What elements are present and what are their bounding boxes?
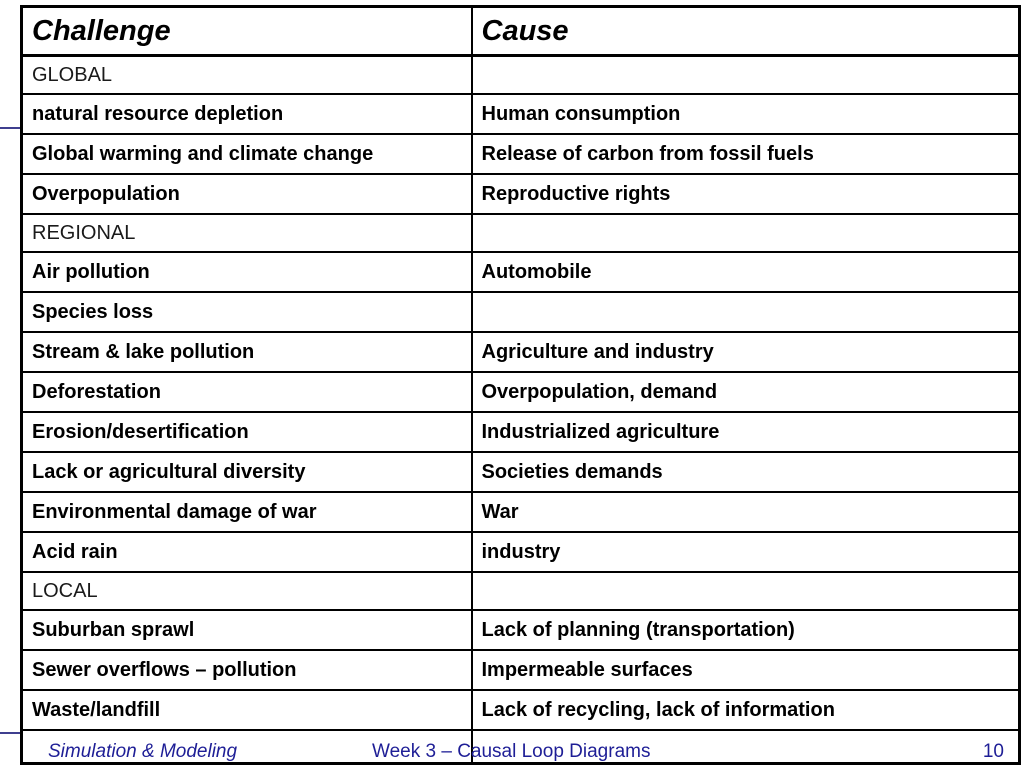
table-row: Air pollution Automobile [20,251,1021,293]
challenge-cell: Global warming and climate change [20,133,473,175]
challenge-cell: LOCAL [20,571,473,611]
cause-cell: Societies demands [470,451,1021,493]
table-row: Species loss [20,291,1021,333]
cause-cell: War [470,491,1021,533]
slide-footer: Simulation & Modeling Week 3 – Causal Lo… [0,739,1024,768]
table-row: Waste/landfill Lack of recycling, lack o… [20,689,1021,731]
cause-cell: Overpopulation, demand [470,371,1021,413]
cause-cell [470,291,1021,333]
cause-cell: Reproductive rights [470,173,1021,215]
cause-cell [470,213,1021,253]
table-row: natural resource depletion Human consump… [20,93,1021,135]
footer-course-title: Simulation & Modeling [48,741,238,762]
table-row: Stream & lake pollution Agriculture and … [20,331,1021,373]
table-row: Sewer overflows – pollution Impermeable … [20,649,1021,691]
table-row: Suburban sprawl Lack of planning (transp… [20,609,1021,651]
challenge-cell: Deforestation [20,371,473,413]
challenge-cell: Sewer overflows – pollution [20,649,473,691]
challenge-cell: Species loss [20,291,473,333]
column-header-cause: Cause [470,5,1021,57]
table-header-row: Challenge Cause [20,5,1021,57]
cause-cell: Release of carbon from fossil fuels [470,133,1021,175]
cause-cell [470,54,1021,95]
table-row: Erosion/desertification Industrialized a… [20,411,1021,453]
cause-cell: Lack of planning (transportation) [470,609,1021,651]
template-accent-line-bottom [0,732,22,734]
challenge-cell: natural resource depletion [20,93,473,135]
cause-cell [470,729,1021,765]
challenge-cell: Overpopulation [20,173,473,215]
challenge-cell: Air pollution [20,251,473,293]
table-row: Global warming and climate change Releas… [20,133,1021,175]
challenge-cell: Acid rain [20,531,473,573]
challenge-cause-table: Challenge Cause GLOBAL natural resource … [20,5,1021,765]
table-row-section-local: LOCAL [20,571,1021,611]
challenge-cell: Stream & lake pollution [20,331,473,373]
challenge-cell: Waste/landfill [20,689,473,731]
table-row-empty [20,729,1021,765]
footer-page-number: 10 [982,741,1004,762]
cause-cell: industry [470,531,1021,573]
challenge-cell: Erosion/desertification [20,411,473,453]
challenge-cell: Lack or agricultural diversity [20,451,473,493]
table-row-section-global: GLOBAL [20,54,1021,95]
challenge-cell: GLOBAL [20,54,473,95]
footer-lecture-title: Week 3 – Causal Loop Diagrams [372,741,651,762]
cause-cell: Agriculture and industry [470,331,1021,373]
cause-cell: Automobile [470,251,1021,293]
challenge-cell [20,729,473,765]
challenge-cell: Environmental damage of war [20,491,473,533]
table-row: Deforestation Overpopulation, demand [20,371,1021,413]
table-row: Acid rain industry [20,531,1021,573]
table-row: Lack or agricultural diversity Societies… [20,451,1021,493]
cause-cell: Lack of recycling, lack of information [470,689,1021,731]
cause-cell: Industrialized agriculture [470,411,1021,453]
challenge-cell: Suburban sprawl [20,609,473,651]
cause-cell [470,571,1021,611]
challenge-cell: REGIONAL [20,213,473,253]
cause-cell: Impermeable surfaces [470,649,1021,691]
template-accent-line-left [0,127,22,129]
column-header-challenge: Challenge [20,5,473,57]
table-row: Overpopulation Reproductive rights [20,173,1021,215]
table-row-section-regional: REGIONAL [20,213,1021,253]
table-row: Environmental damage of war War [20,491,1021,533]
cause-cell: Human consumption [470,93,1021,135]
